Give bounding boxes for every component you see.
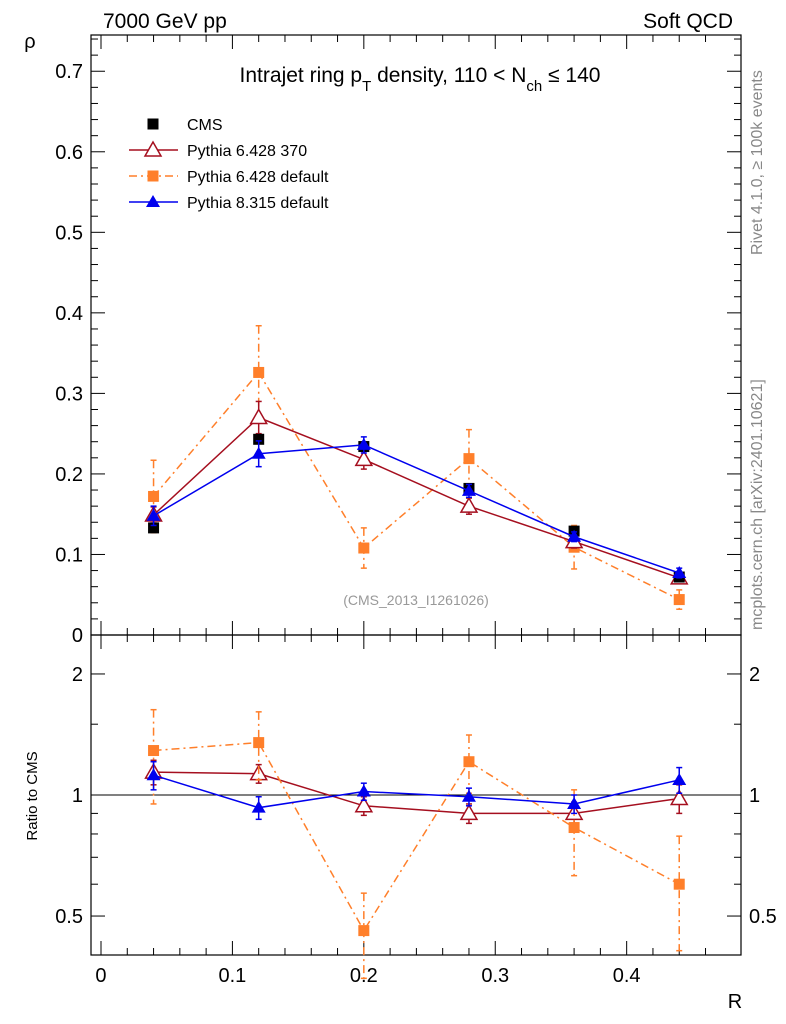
title-sub-ch: ch: [526, 78, 542, 95]
ratio-pythia-6-428-370-line: [153, 771, 680, 815]
legend-marker: [143, 140, 163, 157]
ratio-pythia-6-428-default-marker: [148, 745, 160, 757]
legend-item: Pythia 6.428 default: [129, 169, 329, 186]
legend-label: CMS: [187, 117, 223, 134]
main-pythia-8-315-default-series: [146, 436, 687, 579]
ratio-y-tick-label: 0.5: [55, 906, 83, 928]
chart-title: Intrajet ring pT density, 110 < Nch ≤ 14…: [240, 64, 601, 95]
y-tick-label: 0.6: [55, 142, 83, 164]
ratio-pythia-6-428-370-series: [144, 759, 689, 827]
x-tick-label: 0: [95, 965, 106, 987]
y-axis-label: ρ: [24, 31, 35, 53]
ratio-pythia-8-315-default-marker: [356, 784, 371, 797]
header-right: Soft QCD: [643, 10, 733, 33]
ratio-y-tick-label-right: 0.5: [749, 906, 777, 928]
legend-item: Pythia 8.315 default: [129, 195, 329, 212]
y-tick-label: 0.2: [55, 464, 83, 486]
main-pythia-6-428-370-line: [153, 416, 680, 579]
ratio-pythia-8-315-default-marker: [461, 789, 476, 802]
legend-marker: [147, 118, 159, 130]
x-tick-label: 0.4: [613, 965, 641, 987]
legend-item: Pythia 6.428 370: [129, 140, 307, 160]
x-axis-label: R: [728, 991, 742, 1013]
x-tick-label: 0.1: [219, 965, 247, 987]
y-tick-label: 0: [72, 625, 83, 647]
main-pythia-6-428-370-marker: [459, 496, 479, 513]
main-pythia-8-315-default-marker: [672, 565, 687, 578]
ratio-y-tick-label-right: 2: [749, 664, 760, 686]
main-pythia-8-315-default-marker: [567, 529, 582, 542]
ratio-y-tick-label-right: 1: [749, 785, 760, 807]
main-pythia-8-315-default-marker: [356, 437, 371, 450]
ratio-pythia-6-428-default-marker: [673, 878, 685, 890]
watermark: (CMS_2013_I1261026): [343, 592, 489, 608]
y-tick-label: 0.5: [55, 222, 83, 244]
ratio-pythia-6-428-370-marker: [354, 796, 374, 813]
main-pythia-6-428-370-series: [144, 400, 689, 585]
title-sub-t: T: [362, 78, 371, 95]
mcplots-label: mcplots.cern.ch [arXiv:2401.10621]: [749, 379, 766, 630]
main-pythia-8-315-default-line: [153, 444, 680, 574]
main-cms-series: [148, 433, 685, 583]
legend-label: Pythia 8.315 default: [187, 195, 329, 212]
ratio-pythia-8-315-default-line: [153, 774, 680, 809]
main-pythia-6-428-370-marker: [249, 408, 268, 425]
main-pythia-6-428-default-marker: [463, 453, 475, 465]
y-tick-label: 0.7: [55, 61, 83, 83]
ratio-pythia-6-428-default-series: [148, 708, 685, 980]
x-tick-label: 0.2: [350, 965, 378, 987]
series-group: [144, 324, 689, 980]
main-pythia-6-428-370-marker: [354, 449, 374, 467]
legend-item: CMS: [147, 117, 223, 134]
y-tick-label: 0.4: [55, 303, 83, 325]
legend-label: Pythia 6.428 default: [187, 169, 329, 186]
main-pythia-6-428-default-marker: [253, 366, 265, 378]
ratio-pythia-6-428-370-marker: [669, 789, 689, 806]
y-tick-label: 0.3: [55, 383, 83, 405]
main-cms-marker: [253, 433, 265, 445]
title-part-b: density, 110 < N: [371, 64, 526, 87]
main-cms-marker: [148, 522, 160, 534]
main-pythia-6-428-default-marker: [673, 594, 685, 606]
ratio-y-axis-label: Ratio to CMS: [24, 751, 41, 840]
legend: CMS Pythia 6.428 370 Pythia 6.428 default P…: [129, 117, 329, 212]
rivet-label: Rivet 4.1.0, ≥ 100k events: [749, 70, 766, 255]
ratio-pythia-8-315-default-marker: [567, 796, 582, 809]
ratio-pythia-6-428-default-line: [153, 741, 680, 933]
ratio-pythia-8-315-default-series: [146, 760, 687, 821]
ratio-pythia-8-315-default-marker: [251, 800, 266, 813]
ratio-pythia-8-315-default-marker: [672, 772, 687, 785]
ratio-y-tick-label: 1: [72, 785, 83, 807]
title-part-a: Intrajet ring p: [240, 64, 363, 87]
main-pythia-8-315-default-marker: [461, 483, 476, 496]
ratio-pythia-6-428-370-marker: [459, 803, 479, 821]
legend-label: Pythia 6.428 370: [187, 143, 307, 160]
ticks: 0 0.1 0.2 0.3 0.4 0.5 0.6 0.7 0.5 0.5 1 1 2 2 0 0.1 0.2 0…: [55, 35, 777, 987]
main-pythia-6-428-default-line: [152, 371, 680, 601]
x-tick-label: 0.3: [481, 965, 509, 987]
ratio-pythia-6-428-default-marker: [568, 822, 580, 834]
main-pythia-6-428-default-marker: [358, 542, 370, 554]
ratio-pythia-6-428-default-marker: [253, 737, 265, 749]
ratio-pythia-8-315-default-marker: [146, 768, 161, 781]
legend-marker: [147, 170, 159, 182]
ratio-pythia-6-428-default-marker: [358, 925, 370, 937]
main-pythia-8-315-default-marker: [251, 446, 266, 459]
main-pythia-6-428-default-marker: [148, 490, 160, 502]
header-left: 7000 GeV pp: [103, 10, 227, 33]
ratio-pythia-6-428-default-marker: [463, 756, 475, 768]
title-part-c: ≤ 140: [542, 64, 600, 87]
ratio-y-tick-label: 2: [72, 664, 83, 686]
y-tick-label: 0.1: [55, 544, 83, 566]
main-pythia-8-315-default-marker: [146, 508, 161, 521]
legend-marker: [146, 195, 160, 207]
